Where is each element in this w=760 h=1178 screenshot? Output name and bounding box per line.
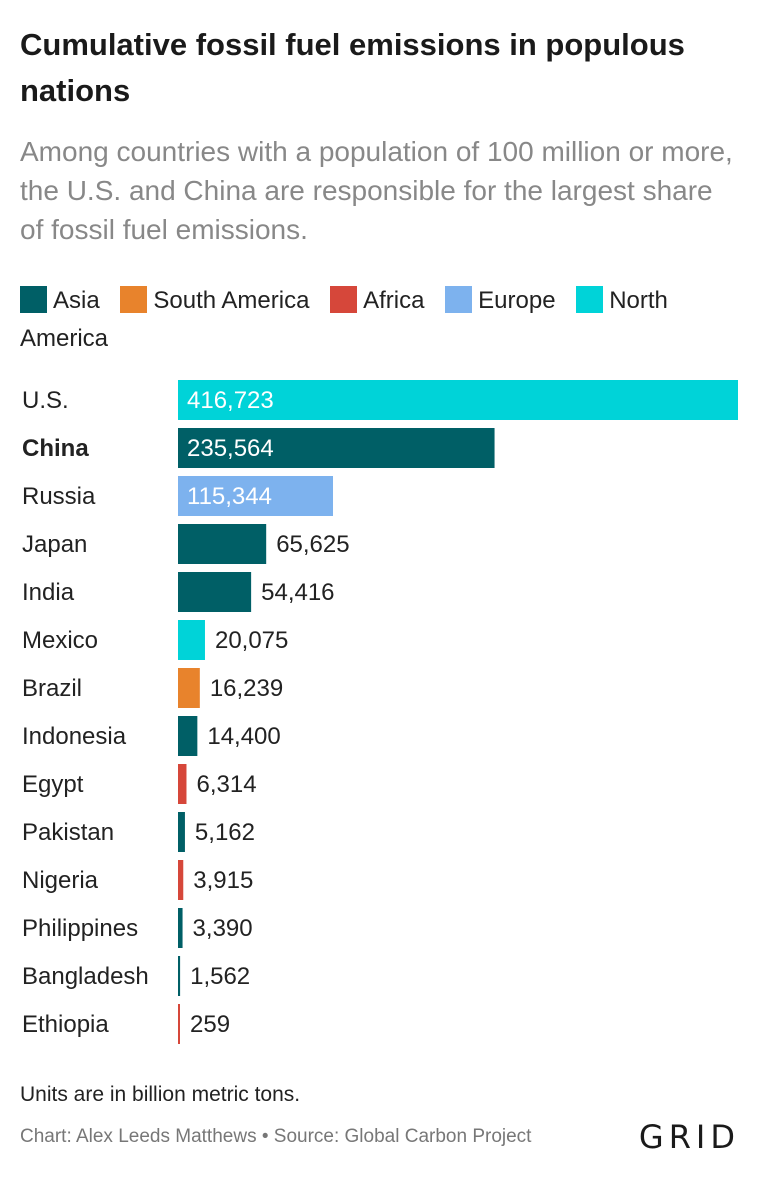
- category-label-india: India: [22, 579, 75, 606]
- legend-label-north-america: North America: [20, 287, 668, 352]
- legend-label-asia: Asia: [53, 287, 100, 314]
- chart-subtitle: Among countries with a population of 100…: [20, 136, 733, 245]
- value-label-brazil: 16,239: [210, 675, 283, 702]
- bar-china: [178, 428, 495, 468]
- category-label-philippines: Philippines: [22, 915, 138, 942]
- category-label-pakistan: Pakistan: [22, 819, 114, 846]
- chart-title: Cumulative fossil fuel emissions in popu…: [20, 27, 685, 108]
- bar-egypt: [178, 764, 187, 804]
- bar-nigeria: [178, 860, 184, 900]
- bar-russia: [178, 476, 334, 516]
- bar-chart-svg: U.S. 416,723 China 235,564 Russia 115,344 Japa…: [22, 380, 738, 1044]
- legend-label-europe: Europe: [478, 287, 556, 314]
- value-label-egypt: 6,314: [196, 771, 256, 798]
- bar-bangladesh: [178, 956, 181, 996]
- value-label-china: 235,564: [187, 435, 274, 462]
- category-label-mexico: Mexico: [22, 627, 98, 654]
- legend-swatch-asia: [20, 286, 47, 313]
- legend-item-europe: Europe: [431, 286, 556, 314]
- value-label-indonesia: 14,400: [207, 723, 280, 750]
- bar-u-s: [178, 380, 738, 420]
- bar-indonesia: [178, 716, 198, 756]
- grid-logo: GRID: [638, 1118, 740, 1156]
- legend-swatch-north-america: [576, 286, 604, 313]
- value-label-ethiopia: 259: [190, 1011, 230, 1038]
- value-label-india: 54,416: [261, 579, 334, 606]
- legend-swatch-africa: [330, 286, 358, 313]
- category-label-ethiopia: Ethiopia: [22, 1011, 109, 1038]
- legend-label-africa: Africa: [363, 287, 425, 314]
- category-label-indonesia: Indonesia: [22, 723, 127, 750]
- value-label-nigeria: 3,915: [193, 867, 253, 894]
- units-note: Units are in billion metric tons.: [20, 1083, 301, 1106]
- category-label-u-s: U.S.: [22, 387, 69, 414]
- category-label-china: China: [22, 435, 89, 462]
- legend-swatch-south-america: [120, 286, 148, 313]
- value-label-japan: 65,625: [276, 531, 349, 558]
- value-label-bangladesh: 1,562: [190, 963, 250, 990]
- category-label-nigeria: Nigeria: [22, 867, 99, 894]
- legend-item-asia: Asia: [20, 286, 100, 314]
- chart-credit: Chart: Alex Leeds Matthews • Source: Glo…: [20, 1126, 532, 1147]
- bar-chart: U.S. 416,723 China 235,564 Russia 115,344 Japa…: [0, 378, 760, 1050]
- value-label-mexico: 20,075: [215, 627, 288, 654]
- category-label-brazil: Brazil: [22, 675, 82, 702]
- category-label-japan: Japan: [22, 531, 87, 558]
- bar-ethiopia: [178, 1004, 180, 1044]
- bar-brazil: [178, 668, 200, 708]
- value-label-russia: 115,344: [187, 483, 272, 510]
- category-label-russia: Russia: [22, 483, 96, 510]
- legend: Asia South America Africa Europe North A…: [20, 282, 740, 358]
- bar-india: [178, 572, 252, 612]
- value-label-philippines: 3,390: [193, 915, 253, 942]
- bar-mexico: [178, 620, 205, 660]
- bar-japan: [178, 524, 267, 564]
- bar-philippines: [178, 908, 183, 948]
- category-label-bangladesh: Bangladesh: [22, 963, 149, 990]
- legend-label-south-america: South America: [153, 287, 310, 314]
- value-label-u-s: 416,723: [187, 387, 274, 414]
- category-label-egypt: Egypt: [22, 771, 84, 798]
- legend-item-south-america: South America: [106, 286, 310, 314]
- value-label-pakistan: 5,162: [195, 819, 255, 846]
- bar-pakistan: [178, 812, 185, 852]
- legend-item-north-america: North America: [20, 286, 668, 352]
- legend-swatch-europe: [445, 286, 473, 313]
- legend-item-africa: Africa: [316, 286, 425, 314]
